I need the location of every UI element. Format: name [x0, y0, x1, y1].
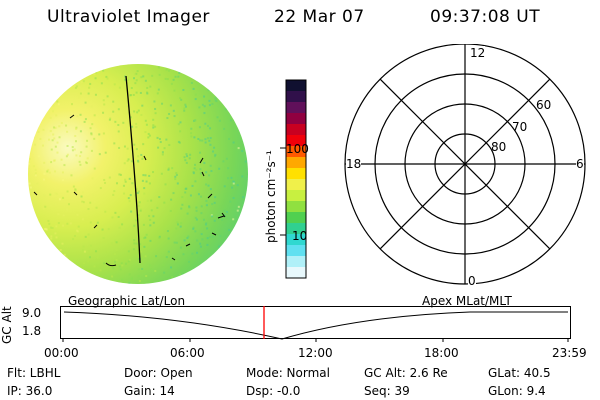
colorbar-tick-10: 10 [292, 229, 308, 243]
timeline-y-tick-1-8: 1.8 [22, 324, 42, 338]
timeline-y-tick-9: 9.0 [22, 306, 42, 320]
info-mode: Mode: Normal [246, 366, 330, 380]
colorbar-band [286, 135, 306, 147]
timeline-x-tick-6: 06:00 [170, 346, 205, 360]
colorbar-tick-100: 100 [286, 142, 309, 156]
coastline-marks [33, 114, 226, 267]
image-date: 22 Mar 07 [274, 7, 365, 27]
uv-earth-image [28, 64, 248, 284]
timeline-x-tick-18: 18:00 [424, 346, 459, 360]
colorbar-band [286, 256, 306, 268]
info-seq: Seq: 39 [364, 384, 410, 398]
colorbar-band [286, 80, 306, 92]
info-gc-alt: GC Alt: 2.6 Re [364, 366, 448, 380]
colorbar-band [286, 234, 306, 246]
timeline-x-tick-0: 00:00 [44, 346, 79, 360]
colorbar-band [286, 113, 306, 125]
polar-lat-70: 70 [512, 120, 528, 134]
colorbar [280, 79, 307, 279]
polar-label-bottom: 0 [468, 274, 476, 288]
info-ip: IP: 36.0 [7, 384, 53, 398]
instrument-title: Ultraviolet Imager [47, 7, 210, 27]
info-glon: GLon: 9.4 [488, 384, 546, 398]
polar-lat-80: 80 [491, 140, 507, 154]
timeline-x-tick-23-59: 23:59 [552, 346, 587, 360]
info-dsp: Dsp: -0.0 [246, 384, 301, 398]
polar-mlat-mlt-plot [344, 44, 586, 285]
info-glat: GLat: 40.5 [488, 366, 551, 380]
polar-lat-60: 60 [536, 98, 552, 112]
colorbar-band [286, 102, 306, 114]
altitude-timeline-plot [60, 306, 571, 342]
timeline-right-title: Apex MLat/MLT [422, 294, 512, 308]
info-gain: Gain: 14 [124, 384, 175, 398]
polar-label-right: 6 [576, 157, 584, 171]
colorbar-band [286, 201, 306, 213]
terminator-line [125, 75, 141, 264]
colorbar-band [286, 212, 306, 224]
colorbar-band [286, 245, 306, 257]
colorbar-band [286, 157, 306, 169]
colorbar-band [286, 91, 306, 103]
polar-label-top: 12 [470, 46, 486, 60]
info-filter: Flt: LBHL [7, 366, 61, 380]
colorbar-band [286, 190, 306, 202]
timeline-left-title: Geographic Lat/Lon [68, 294, 186, 308]
timeline-y-label: GC Alt [0, 306, 14, 344]
polar-label-left: 18 [346, 157, 362, 171]
colorbar-band [286, 168, 306, 180]
info-door: Door: Open [124, 366, 193, 380]
colorbar-band [286, 267, 306, 279]
colorbar-band [286, 146, 306, 158]
colorbar-band [286, 179, 306, 191]
image-time: 09:37:08 UT [430, 7, 541, 27]
colorbar-band [286, 124, 306, 136]
timeline-x-tick-12: 12:00 [298, 346, 333, 360]
colorbar-unit-label: photon cm⁻²s⁻¹ [264, 150, 278, 243]
colorbar-band [286, 223, 306, 235]
